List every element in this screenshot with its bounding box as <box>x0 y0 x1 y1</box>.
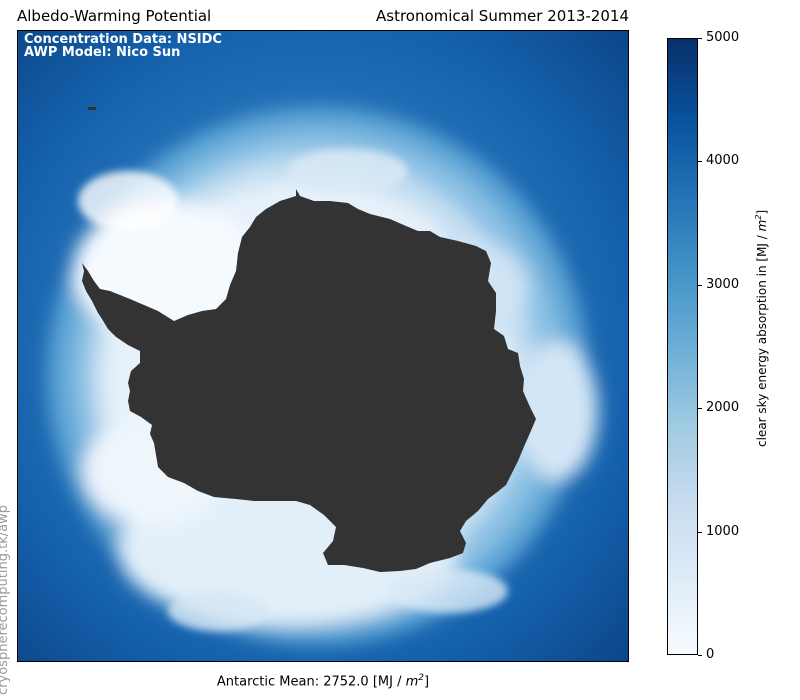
colorbar-tick <box>698 285 702 286</box>
concentration-source: Concentration Data: NSIDC <box>24 32 222 47</box>
colorbar-tick-label: 0 <box>706 647 715 662</box>
colorbar-tick-label: 1000 <box>706 524 740 539</box>
antarctic-map: Concentration Data: NSIDC AWP Model: Nic… <box>17 30 629 662</box>
map-image <box>18 31 628 661</box>
colorbar-unit-sup: 2 <box>754 214 763 220</box>
colorbar-tick <box>698 408 702 409</box>
antarctic-mean-label: Antarctic Mean: 2752.0 [MJ / m2] <box>216 673 430 690</box>
mean-unit-sup: 2 <box>418 673 425 683</box>
data-source-overlay: Concentration Data: NSIDC AWP Model: Nic… <box>24 33 222 59</box>
colorbar-tick-label: 4000 <box>706 153 740 168</box>
colorbar-tick <box>698 161 702 162</box>
colorbar <box>667 38 698 655</box>
season-title: Astronomical Summer 2013-2014 <box>376 7 629 25</box>
colorbar-tick <box>698 38 702 39</box>
colorbar-axis-label: clear sky energy absorption in [MJ / m2] <box>754 209 769 447</box>
model-author: AWP Model: Nico Sun <box>24 45 181 60</box>
antarctica-landmass <box>82 189 536 572</box>
colorbar-tick <box>698 532 702 533</box>
ice-patches <box>78 149 508 631</box>
colorbar-tick-label: 3000 <box>706 277 740 292</box>
islet <box>88 107 96 110</box>
colorbar-label-text: clear sky energy absorption in [MJ / <box>755 231 769 447</box>
mean-unit-base: m <box>405 674 419 690</box>
colorbar-tick <box>698 655 702 656</box>
map-title: Albedo-Warming Potential <box>17 7 212 25</box>
mean-text: Antarctic Mean: 2752.0 [MJ / <box>216 674 406 690</box>
colorbar-unit-base: m <box>755 219 769 232</box>
watermark-url: cryospherecomputing.tk/awp <box>0 505 11 695</box>
colorbar-tick-label: 2000 <box>706 400 740 415</box>
colorbar-tick-label: 5000 <box>706 30 740 45</box>
